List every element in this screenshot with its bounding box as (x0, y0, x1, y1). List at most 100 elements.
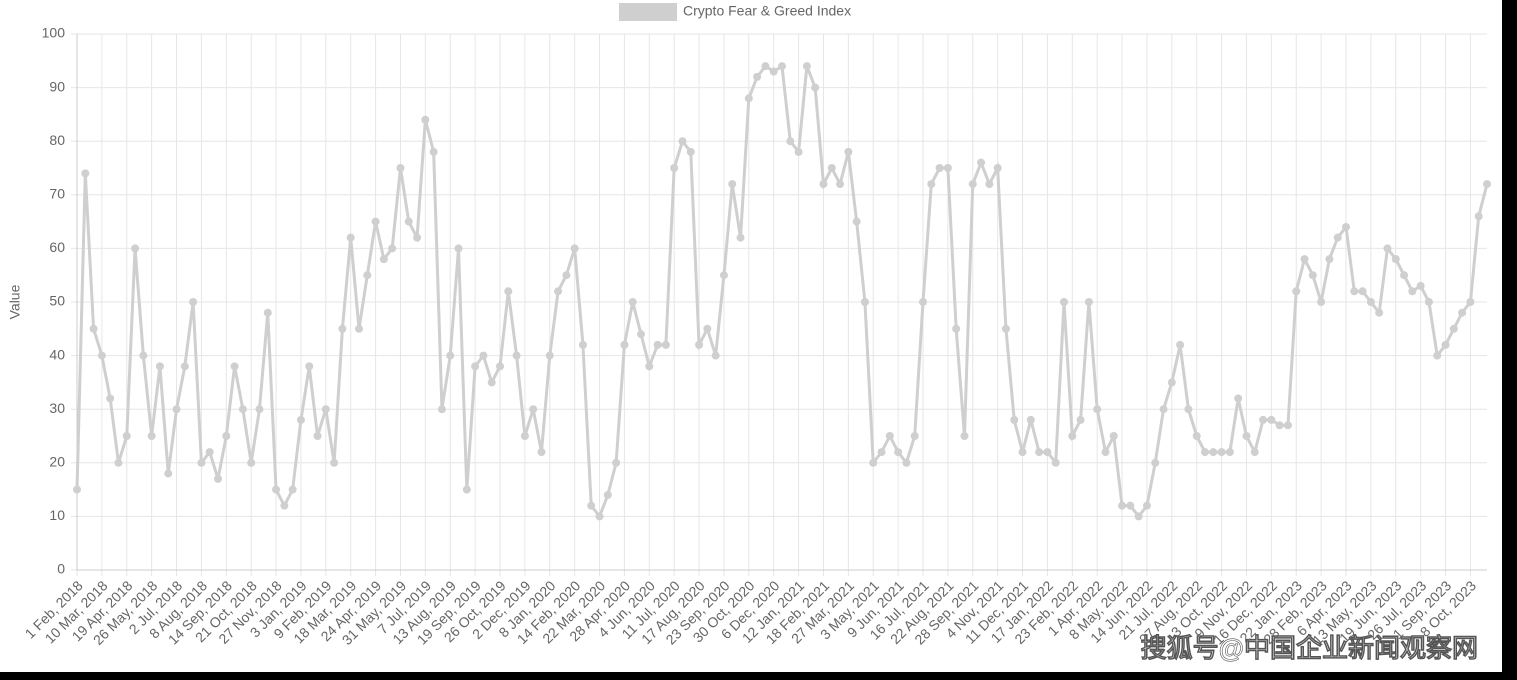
data-point (338, 324, 347, 333)
data-point (114, 458, 123, 467)
data-point (670, 164, 679, 172)
data-point (761, 62, 770, 71)
data-point (1250, 448, 1259, 457)
data-point (139, 351, 148, 360)
data-point (487, 378, 496, 387)
data-point (1010, 415, 1019, 424)
data-point (885, 432, 894, 440)
data-point (1093, 405, 1102, 414)
data-point (1035, 448, 1044, 457)
data-point (1400, 271, 1409, 280)
data-point (520, 432, 529, 440)
data-point (462, 485, 471, 494)
data-point (1234, 394, 1243, 403)
data-point (1076, 415, 1085, 424)
data-point (1151, 458, 1160, 467)
data-point (902, 458, 911, 467)
data-point (719, 271, 728, 280)
data-point (1259, 415, 1268, 424)
data-point (496, 362, 504, 371)
data-point (819, 180, 828, 189)
data-point (943, 164, 952, 172)
data-point (711, 351, 720, 360)
legend-label: Crypto Fear & Greed Index (683, 3, 851, 19)
y-tick-label: 90 (49, 78, 65, 94)
data-point (910, 432, 919, 440)
data-point (1060, 298, 1068, 306)
data-point (1366, 298, 1375, 306)
data-point (205, 448, 214, 457)
data-point (1383, 244, 1392, 253)
data-point (1101, 448, 1110, 457)
data-point (305, 362, 314, 371)
data-point (1408, 287, 1417, 296)
data-point (413, 233, 422, 242)
data-point (1217, 448, 1226, 457)
data-point (222, 432, 231, 440)
data-point (1167, 378, 1176, 387)
data-point (1201, 448, 1209, 457)
data-point (421, 115, 430, 124)
data-point (960, 432, 969, 440)
data-point (603, 490, 612, 499)
data-point (844, 147, 853, 156)
data-point (985, 180, 994, 189)
data-point (753, 72, 762, 81)
data-point (778, 62, 786, 71)
data-point (1018, 448, 1027, 457)
data-point (1176, 340, 1185, 349)
data-point (446, 351, 455, 360)
data-point (744, 94, 753, 103)
legend-swatch (619, 3, 677, 21)
data-point (1043, 448, 1052, 457)
data-point (620, 340, 629, 349)
data-point (1184, 405, 1193, 414)
data-point (81, 169, 90, 178)
data-point (869, 458, 878, 467)
data-point (993, 164, 1002, 172)
data-point (1391, 255, 1400, 264)
data-point (247, 458, 256, 467)
y-tick-label: 10 (49, 507, 65, 523)
data-point (147, 432, 156, 440)
y-tick-label: 50 (49, 293, 65, 309)
y-tick-label: 40 (49, 346, 65, 362)
data-point (736, 233, 745, 242)
data-point (97, 351, 106, 360)
data-point (180, 362, 189, 371)
data-point (1159, 405, 1168, 414)
data-point (1109, 432, 1118, 440)
data-point (1483, 180, 1491, 189)
data-point (1134, 512, 1143, 521)
data-point (379, 255, 388, 264)
data-point (388, 244, 397, 253)
data-point (330, 458, 339, 467)
data-point (321, 405, 330, 414)
data-point (479, 351, 488, 360)
data-point (728, 180, 737, 189)
data-point (703, 324, 712, 333)
data-point (578, 340, 587, 349)
data-point (131, 244, 140, 253)
data-point (1466, 298, 1475, 306)
data-point (346, 233, 355, 242)
data-point (562, 271, 571, 280)
data-point (122, 432, 131, 440)
data-point (860, 298, 869, 306)
data-point (263, 308, 272, 317)
data-point (155, 362, 164, 371)
data-point (927, 180, 936, 189)
data-point (894, 448, 903, 457)
data-point (1292, 287, 1301, 296)
data-point (545, 351, 554, 360)
data-point (437, 405, 446, 414)
watermark: 搜狐号@中国企业新闻观察网 (1141, 633, 1478, 663)
data-point (255, 405, 264, 414)
data-point (1375, 308, 1384, 317)
data-point (504, 287, 513, 296)
y-tick-label: 0 (57, 561, 65, 577)
data-point (661, 340, 670, 349)
data-point (1275, 421, 1284, 430)
data-point (404, 217, 413, 226)
data-point (1441, 340, 1450, 349)
